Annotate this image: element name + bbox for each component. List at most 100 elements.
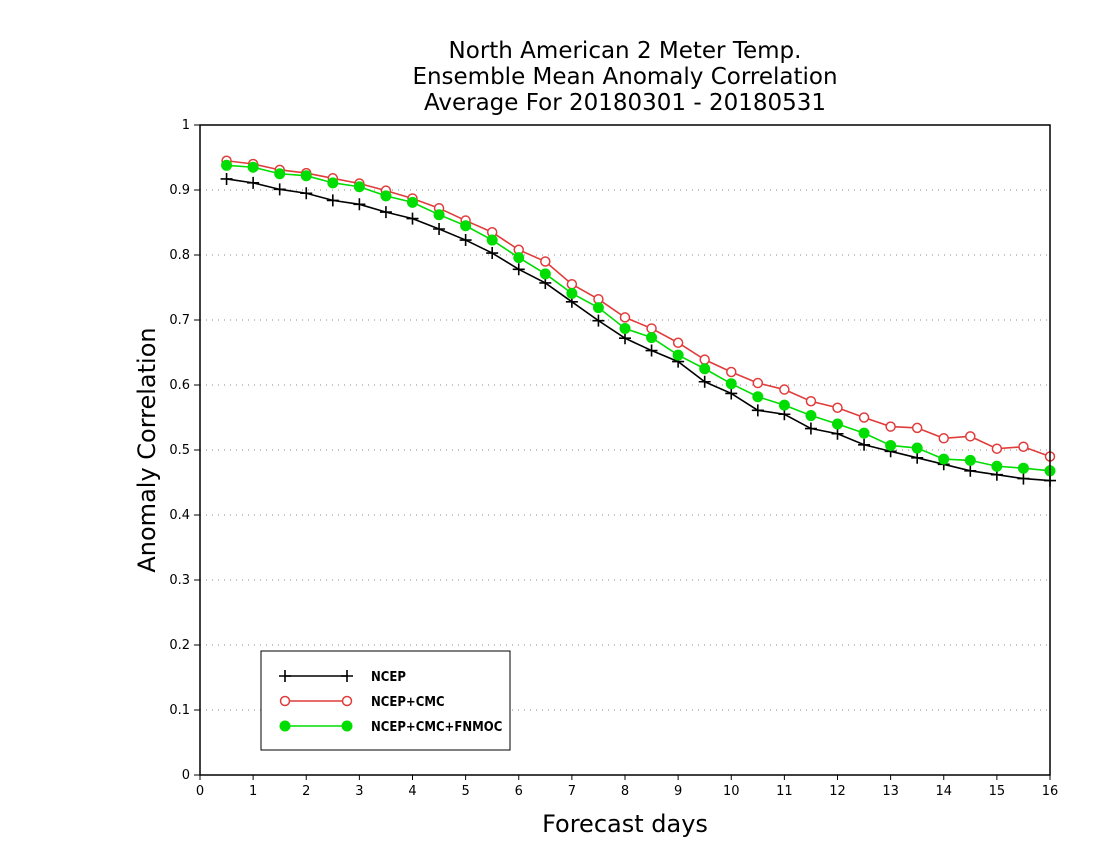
data-point [327, 177, 339, 189]
x-tick-label: 3 [355, 784, 363, 799]
data-point [858, 438, 871, 451]
legend-marker-end [341, 670, 353, 682]
data-point [911, 442, 923, 454]
data-point [300, 170, 312, 182]
data-point [964, 464, 977, 477]
legend-item: NCEP+CMC+FNMOC [279, 720, 502, 735]
grid-lines [200, 189, 1050, 711]
data-point [566, 287, 578, 299]
x-tick-label: 10 [723, 784, 740, 799]
data-point [725, 387, 738, 400]
x-tick-label: 6 [515, 784, 523, 799]
legend-marker-end [341, 695, 353, 707]
data-point [407, 196, 418, 208]
series-line [226, 164, 1051, 472]
data-point [619, 312, 631, 323]
axis-ticks: 00.10.20.30.40.50.60.70.80.910 1 2 3 4 5 6 7 8 9 1… [169, 118, 1058, 799]
data-point [486, 247, 499, 260]
y-tick-label: 0.9 [169, 183, 190, 198]
data-point [672, 349, 684, 361]
legend-marker-start [279, 720, 291, 732]
data-point [858, 427, 870, 439]
data-point [885, 439, 897, 451]
data-point [380, 190, 392, 202]
series-line [226, 159, 1051, 458]
data-point [752, 377, 764, 389]
data-point [938, 433, 949, 444]
data-point [406, 212, 419, 225]
x-tick-label: 7 [568, 784, 576, 799]
data-point [566, 279, 578, 290]
data-point [964, 454, 976, 466]
x-tick-label: 14 [935, 784, 952, 799]
data-point [592, 302, 604, 314]
x-tick-label: 12 [829, 784, 846, 799]
data-point [379, 206, 392, 219]
x-tick-label: 15 [989, 784, 1006, 799]
data-point [1017, 462, 1029, 474]
data-point [911, 422, 923, 434]
y-tick-label: 0.5 [169, 443, 190, 458]
chart-title-line-3: Average For 20180301 - 20180531 [424, 90, 826, 116]
data-point [353, 198, 366, 211]
data-point [832, 418, 843, 430]
y-tick-label: 0.4 [169, 508, 190, 523]
y-tick-label: 0.8 [169, 248, 190, 263]
x-tick-label: 1 [249, 784, 257, 799]
data-point [539, 268, 551, 280]
data-point [885, 421, 896, 432]
data-point [805, 396, 817, 407]
x-tick-label: 5 [461, 784, 469, 799]
series-ncep-cmc-fnmoc [221, 159, 1056, 477]
data-point [699, 363, 711, 375]
x-axis-label: Forecast days [542, 810, 708, 838]
data-point [247, 176, 260, 189]
x-tick-label: 8 [621, 784, 629, 799]
data-point [300, 187, 313, 200]
data-point [513, 252, 525, 264]
y-tick-label: 0.6 [169, 378, 190, 393]
data-point [619, 332, 631, 345]
data-point [221, 159, 233, 171]
data-point [699, 354, 710, 365]
legend-label: NCEP [371, 670, 406, 685]
x-tick-label: 13 [882, 784, 899, 799]
data-point [991, 443, 1003, 454]
x-tick-label: 0 [196, 784, 204, 799]
x-tick-label: 4 [408, 784, 416, 799]
data-point [831, 427, 844, 440]
data-point [592, 314, 605, 327]
data-point [991, 460, 1003, 472]
data-point [779, 384, 790, 395]
data-point [433, 223, 446, 235]
data-point [751, 404, 764, 417]
data-point [486, 234, 498, 246]
data-point [540, 256, 551, 267]
y-tick-label: 1 [182, 118, 190, 133]
x-tick-label: 2 [302, 784, 310, 799]
y-tick-label: 0.3 [169, 573, 190, 588]
series-ncep [220, 172, 1056, 487]
legend-item: NCEP [279, 670, 406, 685]
y-tick-label: 0 [182, 768, 190, 783]
data-point [1018, 441, 1029, 452]
data-point [459, 234, 472, 247]
data-point [804, 422, 817, 435]
data-point [911, 451, 924, 464]
data-point [460, 220, 472, 232]
data-point [220, 172, 233, 185]
chart-title-line-2: Ensemble Mean Anomaly Correlation [412, 64, 837, 90]
x-tick-label: 16 [1042, 784, 1059, 799]
data-point [512, 263, 525, 276]
data-point [646, 323, 657, 334]
data-point [619, 322, 631, 334]
data-point [858, 412, 870, 423]
y-tick-label: 0.7 [169, 313, 190, 328]
data-point [725, 378, 737, 390]
data-point [646, 332, 658, 344]
data-point [645, 344, 658, 357]
x-tick-label: 11 [776, 784, 793, 799]
legend-item: NCEP+CMC [279, 695, 445, 710]
y-axis-label: Anomaly Correlation [133, 327, 161, 572]
